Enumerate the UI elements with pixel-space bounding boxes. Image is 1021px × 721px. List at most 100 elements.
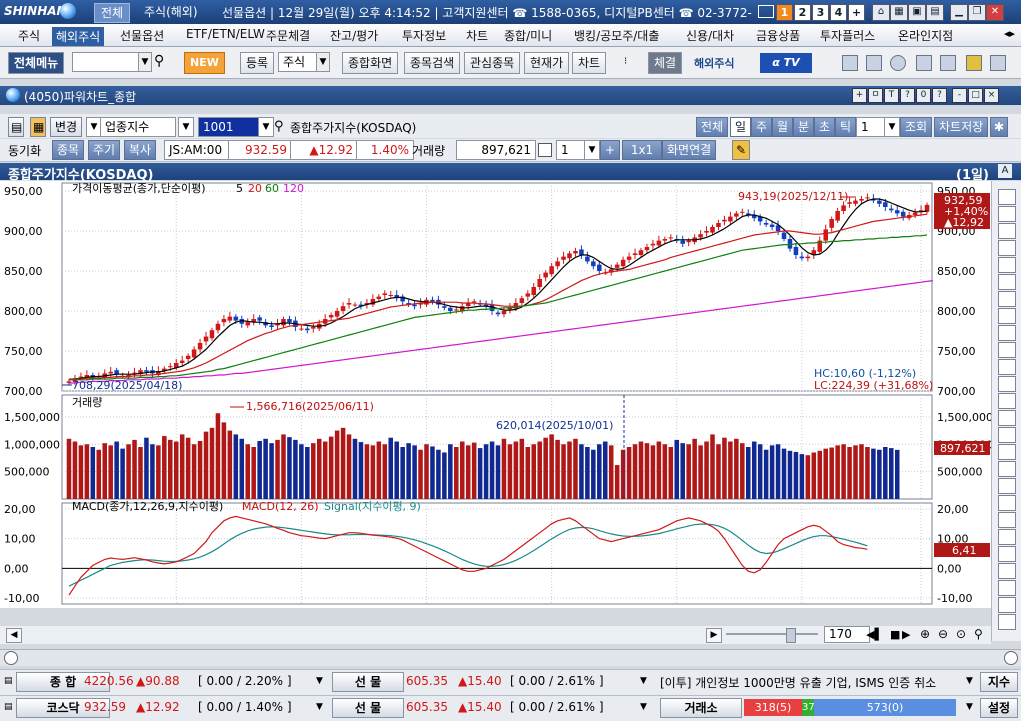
chevron-down-icon[interactable]: ▼ (640, 702, 647, 712)
print-icon[interactable] (842, 55, 858, 71)
window-icon[interactable]: ▤ (926, 4, 944, 21)
chevron-down-icon[interactable]: ▼ (316, 676, 323, 686)
shape-icon[interactable] (998, 342, 1016, 358)
lock-tool-icon[interactable] (998, 580, 1016, 596)
wave-icon[interactable] (998, 495, 1016, 511)
window-reset-button[interactable]: 0 (916, 88, 931, 103)
menu-balance[interactable]: 잔고/평가 (330, 29, 379, 43)
cycle-icon[interactable] (998, 512, 1016, 528)
menu-overseas-stock[interactable]: 해외주식 (52, 27, 105, 46)
lock-icon[interactable] (966, 55, 982, 71)
home-icon[interactable]: ⌂ (872, 4, 890, 21)
chevron-down-icon[interactable]: ▼ (316, 52, 330, 72)
menu-futures-options[interactable]: 선물옵션 (120, 29, 165, 43)
chevron-down-icon[interactable]: ▼ (640, 676, 647, 686)
window-text-button[interactable]: T (884, 88, 899, 103)
screen-2-button[interactable]: 2 (794, 4, 811, 21)
menu-invest-info[interactable]: 투자정보 (402, 29, 447, 43)
checkbox[interactable] (538, 143, 552, 157)
menu-financial-products[interactable]: 금융상품 (756, 29, 801, 43)
screen-number-input[interactable] (72, 52, 146, 72)
screen-4-button[interactable]: 4 (830, 4, 847, 21)
menu-invest-plus[interactable]: 투자플러스 (820, 29, 876, 43)
all-menu-button[interactable]: 전체메뉴 (8, 52, 65, 74)
save-chart-button[interactable]: 차트저장 (934, 117, 989, 137)
favorite-icon[interactable]: ▦ (30, 117, 46, 137)
first-page-icon[interactable]: ◀▌ (866, 628, 883, 641)
vertical-line-icon[interactable] (998, 376, 1016, 392)
stop-icon[interactable]: ■ (890, 628, 901, 641)
grid-icon[interactable]: ▦ (890, 4, 908, 21)
menu-banking[interactable]: 뱅킹/공모주/대출 (574, 29, 660, 43)
add-button[interactable]: + (600, 140, 621, 160)
sync-period-button[interactable]: 주기 (88, 140, 121, 160)
alpha-tv-button[interactable]: α TV (760, 53, 812, 73)
text-tool-icon[interactable] (998, 444, 1016, 460)
period-count-input[interactable]: 1 (856, 117, 886, 137)
zoom-slider-handle[interactable] (786, 628, 796, 643)
stock-search-button[interactable]: 종목검색 (404, 52, 461, 74)
window-add-button[interactable]: + (852, 88, 867, 103)
stock-type-select[interactable]: 주식 (278, 52, 318, 72)
chevron-down-icon[interactable]: ▼ (138, 52, 152, 72)
period-week-button[interactable]: 주 (751, 117, 773, 137)
zoom-area-icon[interactable]: ⚲ (974, 627, 983, 641)
menu-scroll-icon[interactable]: ◂▸ (1004, 27, 1016, 40)
zoom-slider[interactable] (726, 633, 818, 635)
gear-icon[interactable] (890, 55, 906, 71)
lock-icon[interactable]: ▣ (908, 4, 926, 21)
ratio-button[interactable]: 1x1 (622, 140, 662, 160)
ticker-label[interactable]: 종 합 (16, 672, 110, 692)
expand-icon[interactable]: ▤ (4, 676, 13, 686)
settings-button[interactable]: 설정 (980, 698, 1018, 718)
more-tools-icon[interactable] (998, 614, 1016, 630)
period-all-button[interactable]: 전체 (696, 117, 729, 137)
chart-type-icon[interactable]: ▤ (8, 117, 24, 137)
more-icon[interactable]: ⁝ (624, 56, 628, 67)
gear-icon[interactable]: ✱ (990, 117, 1009, 137)
period-month-button[interactable]: 월 (772, 117, 794, 137)
zoom-level-input[interactable]: 170 (824, 626, 870, 643)
eraser-icon[interactable] (998, 325, 1016, 341)
fibonacci-icon[interactable] (998, 427, 1016, 443)
execution-button[interactable]: 체결 (648, 52, 683, 74)
menu-stock[interactable]: 주식 (18, 29, 41, 43)
zoom-icon[interactable] (998, 240, 1016, 256)
chevron-down-icon[interactable]: ▼ (584, 140, 600, 160)
horizontal-line-icon[interactable] (998, 393, 1016, 409)
window-help-button[interactable]: ? (900, 88, 915, 103)
window-info-button[interactable]: ? (932, 88, 947, 103)
zoom-in-icon[interactable]: ⊕ (920, 627, 931, 641)
window-box-button[interactable]: ㅁ (868, 88, 883, 103)
futures-label[interactable]: 선 물 (332, 698, 404, 718)
expand-icon[interactable]: ▤ (4, 702, 13, 712)
change-button[interactable]: 변경 (50, 117, 83, 137)
erase-all-icon[interactable] (998, 563, 1016, 579)
futures-label[interactable]: 선 물 (332, 672, 404, 692)
menu-overview-mini[interactable]: 종합/미니 (504, 29, 553, 43)
exchange-label[interactable]: 거래소 (660, 698, 742, 718)
pen-tool-icon[interactable] (998, 308, 1016, 324)
register-button[interactable]: 등록 (240, 52, 275, 74)
fill-icon[interactable] (998, 359, 1016, 375)
tab-overseas-stock[interactable]: 주식(해외) (144, 5, 198, 19)
cursor-icon[interactable] (998, 223, 1016, 239)
code-input[interactable]: 1001 (198, 117, 264, 137)
current-price-button[interactable]: 현재가 (524, 52, 570, 74)
period-minute-button[interactable]: 분 (793, 117, 815, 137)
screen-link-button[interactable]: 화면연결 (662, 140, 717, 160)
screen-add-button[interactable]: + (848, 4, 865, 21)
pencil-icon[interactable]: ✎ (732, 140, 750, 160)
menu-credit[interactable]: 신용/대차 (686, 29, 735, 43)
window-maximize-button[interactable]: □ (968, 88, 983, 103)
zoom-out-icon[interactable]: ⊖ (938, 627, 949, 641)
window-close-button[interactable]: × (984, 88, 999, 103)
period-day-button[interactable]: 일 (730, 117, 752, 137)
chevron-down-icon[interactable]: ▼ (178, 117, 194, 137)
close-icon[interactable]: ✕ (986, 4, 1004, 21)
watchlist-button[interactable]: 관심종목 (464, 52, 521, 74)
scroll-right-icon[interactable]: ▶ (706, 628, 722, 643)
fan-icon[interactable] (998, 546, 1016, 562)
play-icon[interactable]: ▶ (902, 628, 911, 641)
